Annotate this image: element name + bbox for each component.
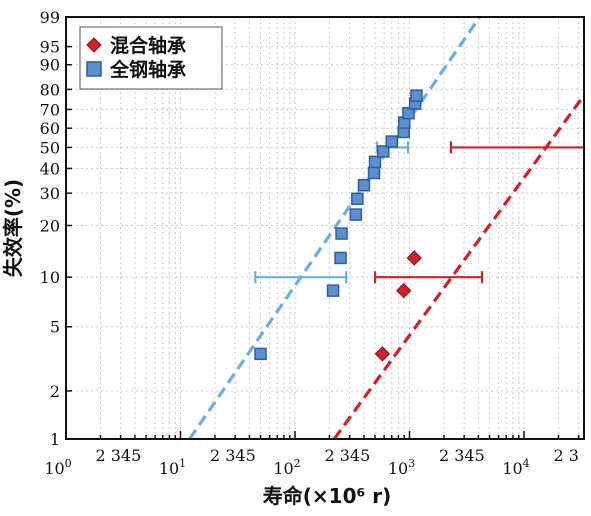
- legend-box: [79, 26, 223, 90]
- x-decade-label: 100: [44, 457, 71, 478]
- data-point-steel: [254, 347, 267, 361]
- y-tick-label: 1: [50, 430, 60, 449]
- data-point-steel: [334, 251, 347, 265]
- y-axis-title: 失效率(%): [1, 179, 25, 277]
- y-tick-label: 80: [40, 80, 60, 99]
- data-point-steel: [377, 145, 390, 158]
- y-tick-label: 70: [40, 100, 60, 119]
- data-point-steel: [351, 192, 364, 206]
- data-point-hybrid: [395, 282, 412, 299]
- x-minor-label: 2 345: [210, 446, 256, 465]
- legend: 混合轴承 全钢轴承: [79, 26, 223, 90]
- x-axis-title: 寿命(×10⁶ r): [263, 484, 391, 508]
- x-decade-label: 102: [273, 457, 300, 478]
- data-point-hybrid: [374, 346, 391, 362]
- y-tick-label: 40: [40, 159, 60, 178]
- data-point-steel: [368, 155, 382, 169]
- x-decade-label: 103: [388, 457, 415, 478]
- data-point-steel: [335, 227, 348, 240]
- data-point-steel: [385, 135, 399, 148]
- y-tick-label: 50: [40, 138, 60, 157]
- data-point-steel: [326, 284, 340, 297]
- confidence-intervals: [254, 141, 584, 284]
- data-point-steel: [357, 178, 371, 192]
- y-tick-label: 95: [40, 38, 60, 57]
- x-axis-ticks: 100 101 102 103 104 2 345 2 345 2 345 2 345 2 3: [44, 431, 580, 478]
- fit-line-steel: [188, 17, 481, 439]
- legend-label-hybrid: 混合轴承: [110, 34, 186, 57]
- data-point-steel: [349, 208, 363, 221]
- y-tick-label: 99: [40, 8, 60, 27]
- fit-lines: [188, 17, 584, 439]
- x-decade-label: 104: [502, 457, 529, 478]
- x-minor-label: 2 345: [95, 446, 141, 465]
- fit-line-hybrid: [332, 92, 584, 439]
- y-tick-label: 2: [50, 382, 60, 401]
- y-tick-label: 30: [40, 184, 60, 203]
- y-tick-label: 90: [40, 56, 60, 75]
- data-point-steel: [410, 89, 423, 102]
- x-minor-label: 2 3: [553, 446, 578, 465]
- x-minor-label: 2 345: [439, 446, 485, 465]
- data-point-steel: [402, 106, 415, 120]
- x-minor-label: 2 345: [324, 446, 370, 465]
- legend-marker-hybrid: [86, 37, 102, 53]
- plot-frame: [65, 16, 585, 440]
- x-decade-label: 101: [159, 457, 186, 478]
- y-tick-label: 20: [40, 216, 60, 235]
- y-tick-label: 60: [40, 119, 60, 138]
- data-point-steel: [367, 166, 381, 180]
- data-points: [254, 89, 423, 362]
- data-point-hybrid: [406, 250, 422, 266]
- y-tick-label: 10: [40, 268, 60, 287]
- y-tick-label: 5: [50, 318, 60, 337]
- legend-marker-steel: [86, 61, 102, 77]
- legend-label-steel: 全钢轴承: [109, 58, 186, 81]
